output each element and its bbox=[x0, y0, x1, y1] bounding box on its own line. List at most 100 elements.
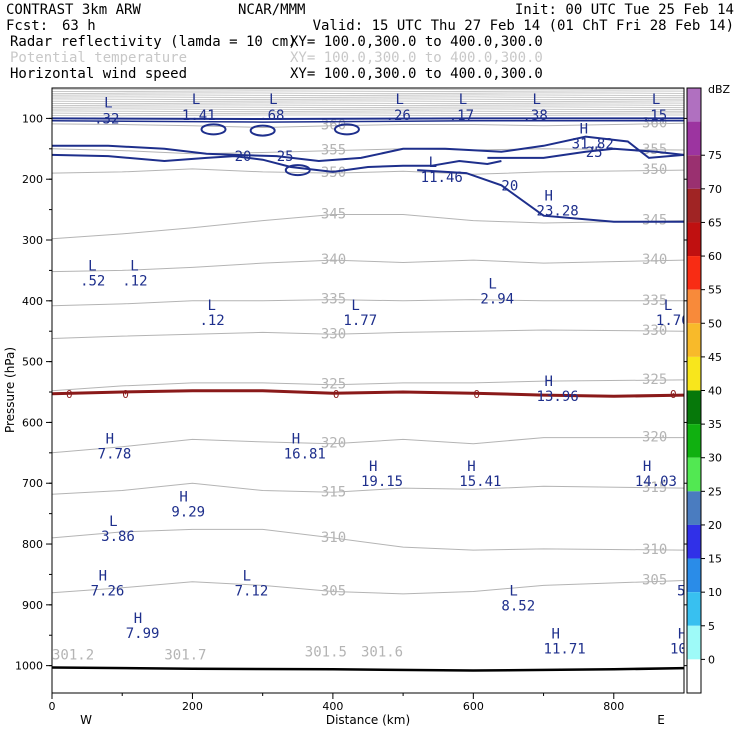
theta-upper-line bbox=[52, 98, 684, 101]
theta-contour-label: 340 bbox=[321, 252, 346, 268]
y-tick-label: 800 bbox=[22, 538, 43, 551]
extremum-value: 11.71 bbox=[544, 641, 586, 657]
field-xy-theta: XY= 100.0,300.0 to 400.0,300.0 bbox=[290, 50, 543, 66]
theta-value-label: 301.2 bbox=[52, 648, 94, 664]
extremum-value: 1.77 bbox=[343, 313, 377, 329]
colorbar-level-label: 65 bbox=[708, 216, 722, 229]
theta-contour-label: 335 bbox=[321, 292, 346, 308]
field-name-theta: Potential temperature bbox=[10, 50, 187, 66]
high-marker: H bbox=[134, 611, 142, 627]
y-tick-label: 700 bbox=[22, 477, 43, 490]
theta-contour-330 bbox=[52, 329, 684, 339]
valid-time: Valid: 15 UTC Thu 27 Feb 14 (01 ChT Fri … bbox=[313, 18, 734, 34]
low-marker: L bbox=[88, 258, 96, 274]
high-marker: H bbox=[179, 489, 187, 505]
forecast-hours: 63 h bbox=[62, 18, 96, 34]
wind-contour-top bbox=[52, 120, 684, 123]
theta-upper-line bbox=[52, 94, 684, 97]
y-tick-label: 900 bbox=[22, 599, 43, 612]
wind-contour-20 bbox=[417, 169, 684, 223]
wind-contour-label: 20 bbox=[235, 149, 252, 165]
y-tick-label: 400 bbox=[22, 295, 43, 308]
x-tick-label: 800 bbox=[603, 700, 624, 713]
colorbar-swatch bbox=[687, 659, 701, 693]
y-tick-label: 500 bbox=[22, 356, 43, 369]
theta-contour-label: 350 bbox=[321, 165, 346, 181]
y-tick-label: 1000 bbox=[15, 660, 43, 673]
extremum-value: 13.96 bbox=[537, 389, 579, 405]
colorbar-swatch bbox=[687, 356, 701, 391]
colorbar-swatch bbox=[687, 592, 701, 626]
low-marker: L bbox=[130, 258, 138, 274]
wind-contour-25 bbox=[487, 147, 684, 159]
colorbar-swatch bbox=[687, 289, 701, 324]
zero-contour-label: 0 bbox=[473, 388, 480, 401]
extremum-value: 8.52 bbox=[501, 599, 535, 615]
theta-contour-label: 320 bbox=[642, 430, 667, 446]
theta-contour-335 bbox=[52, 299, 684, 307]
low-marker: L bbox=[109, 514, 117, 530]
extremum-value: 19.15 bbox=[361, 474, 403, 490]
theta-upper-line bbox=[52, 106, 684, 109]
surface-line bbox=[52, 666, 684, 672]
colorbar-level-label: 75 bbox=[708, 149, 722, 162]
zero-contour-label: 0 bbox=[670, 388, 677, 401]
low-marker: L bbox=[207, 298, 215, 314]
colorbar-swatch bbox=[687, 558, 701, 593]
low-marker: L bbox=[396, 92, 404, 108]
wind-extremum-value: 1.41 bbox=[182, 108, 216, 124]
theta-upper-line bbox=[52, 110, 684, 113]
colorbar-level-label: 60 bbox=[708, 250, 722, 263]
theta-contour-label: 325 bbox=[642, 372, 667, 388]
colorbar-swatch bbox=[687, 390, 701, 425]
high-marker: H bbox=[106, 432, 114, 448]
colorbar-level-label: 35 bbox=[708, 418, 722, 431]
colorbar-swatch bbox=[687, 88, 701, 122]
y-axis-label: Pressure (hPa) bbox=[3, 347, 17, 433]
theta-upper-line bbox=[52, 108, 684, 111]
theta-upper-line bbox=[52, 96, 684, 99]
field-xy-reflectivity: XY= 100.0,300.0 to 400.0,300.0 bbox=[290, 34, 543, 50]
high-marker: H bbox=[467, 459, 475, 475]
low-marker: L bbox=[652, 92, 660, 108]
colorbar-level-label: 10 bbox=[708, 586, 722, 599]
extremum-value: 23.28 bbox=[537, 203, 579, 219]
theta-contour-label: 355 bbox=[642, 142, 667, 158]
theta-contour-label: 335 bbox=[642, 293, 667, 309]
extremum-value: 2.94 bbox=[480, 292, 514, 308]
colorbar-level-label: 30 bbox=[708, 452, 722, 465]
colorbar-swatch bbox=[687, 457, 701, 492]
theta-upper-line bbox=[52, 112, 684, 115]
colorbar-swatch bbox=[687, 188, 701, 223]
theta-contour-label: 315 bbox=[642, 480, 667, 496]
high-marker: H bbox=[99, 569, 107, 585]
colorbar-level-label: 70 bbox=[708, 183, 722, 196]
field-name-wind: Horizontal wind speed bbox=[10, 66, 187, 82]
model-title: CONTRAST 3km ARW bbox=[6, 2, 141, 18]
theta-upper-line bbox=[52, 90, 684, 92]
extremum-value: 9.29 bbox=[171, 504, 205, 520]
forecast-label: Fcst: bbox=[6, 18, 48, 34]
low-marker: L bbox=[429, 155, 437, 171]
colorbar-level-label: 25 bbox=[708, 485, 722, 498]
extremum-value: 5.9 bbox=[677, 584, 702, 600]
colorbar-swatch bbox=[687, 323, 701, 357]
high-marker: H bbox=[580, 122, 588, 138]
x-axis-label: Distance (km) bbox=[326, 713, 410, 727]
extremum-value: 7.26 bbox=[91, 584, 125, 600]
extremum-value: 15.41 bbox=[459, 474, 501, 490]
wind-extremum-value: .32 bbox=[94, 111, 119, 127]
extremum-value: 3.86 bbox=[101, 529, 135, 545]
colorbar-level-label: 45 bbox=[708, 351, 722, 364]
extremum-value: 7.78 bbox=[98, 447, 132, 463]
extremum-value: 7.99 bbox=[126, 626, 160, 642]
theta-contour-label: 345 bbox=[321, 206, 346, 222]
extremum-value: .12 bbox=[122, 273, 147, 289]
low-marker: L bbox=[532, 92, 540, 108]
theta-contour-325 bbox=[52, 379, 684, 392]
east-label: E bbox=[657, 713, 665, 727]
colorbar-swatch bbox=[687, 625, 701, 660]
zero-contour-label: 0 bbox=[66, 388, 73, 401]
y-tick-label: 200 bbox=[22, 173, 43, 186]
theta-contour-320 bbox=[52, 437, 684, 454]
